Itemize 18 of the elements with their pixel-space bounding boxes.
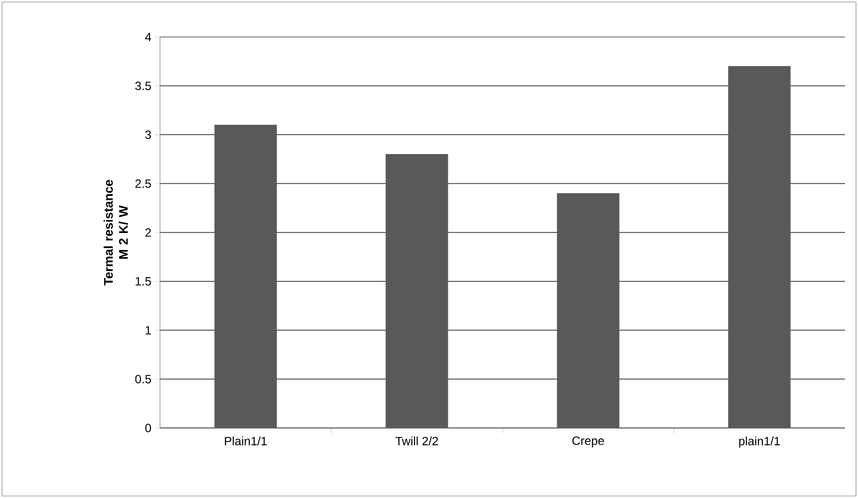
bar [556,193,620,428]
y-tick-label: 2 [145,228,151,237]
y-tick-label: 3 [145,130,151,139]
x-tick-label: Twill 2/2 [395,436,438,446]
bar [386,154,448,428]
bar [214,124,277,428]
y-tick-label: 0.5 [135,374,151,384]
y-tick-label: 2.5 [135,179,151,188]
x-tick-label: Crepe [572,436,604,448]
bar [728,66,791,428]
y-axis-title: Termal resistance M 2 K/ W [104,180,128,286]
y-tick-label: 4 [145,32,152,42]
x-tick-label: Plain1/1 [224,436,267,446]
x-tick-label: plain1/1 [739,436,780,448]
y-tick-label: 1.5 [136,277,151,286]
y-tick-label: 1 [146,326,151,334]
y-tick-label: 3.5 [135,82,151,90]
y-tick-label: 0 [145,424,152,432]
